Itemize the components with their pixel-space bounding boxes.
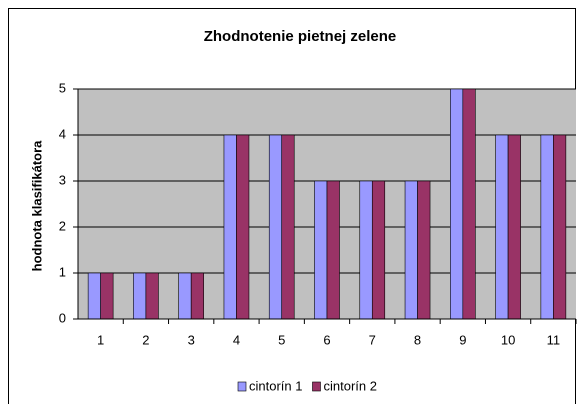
x-tick-label: 8 <box>414 332 421 347</box>
y-tick-label: 3 <box>59 172 66 187</box>
chart-title: Zhodnotenie pietnej zelene <box>204 28 397 45</box>
bar <box>450 88 464 320</box>
bar <box>100 272 114 320</box>
x-tick-label: 7 <box>369 332 376 347</box>
bar <box>281 134 295 320</box>
legend-label: cintorín 2 <box>323 378 376 393</box>
bar <box>223 134 237 320</box>
x-tick-label: 3 <box>188 332 195 347</box>
bar <box>314 180 328 320</box>
bar <box>540 134 554 320</box>
legend-swatch <box>237 381 247 392</box>
bar <box>507 134 521 320</box>
x-tick-label: 6 <box>323 332 330 347</box>
bar <box>417 180 431 320</box>
bar <box>495 134 509 320</box>
bar <box>371 180 386 320</box>
y-tick-label: 0 <box>59 310 66 325</box>
y-tick-label: 1 <box>59 264 66 279</box>
bar <box>359 180 373 320</box>
x-tick-label: 5 <box>278 332 285 347</box>
bar <box>268 134 283 320</box>
bar <box>236 134 250 320</box>
y-axis-label: hodnota klasifikátora <box>29 140 44 272</box>
y-tick-label: 2 <box>59 218 66 233</box>
bar <box>462 88 476 320</box>
bar <box>178 272 192 320</box>
x-tick-label: 10 <box>501 332 515 347</box>
y-tick-label: 4 <box>59 126 66 141</box>
x-tick-label: 4 <box>233 332 240 347</box>
x-tick-label: 11 <box>547 332 561 347</box>
x-tick-label: 1 <box>97 332 104 347</box>
bar <box>553 134 567 320</box>
bar <box>133 272 147 320</box>
x-tick-label: 2 <box>142 332 149 347</box>
y-tick-label: 5 <box>59 80 66 95</box>
bar <box>190 272 204 320</box>
x-tick-label: 9 <box>459 332 466 347</box>
bar <box>404 180 418 320</box>
bar <box>87 272 101 320</box>
bar <box>145 272 159 320</box>
legend-swatch <box>312 381 321 392</box>
legend-label: cintorín 1 <box>249 378 302 393</box>
bar <box>326 180 340 320</box>
